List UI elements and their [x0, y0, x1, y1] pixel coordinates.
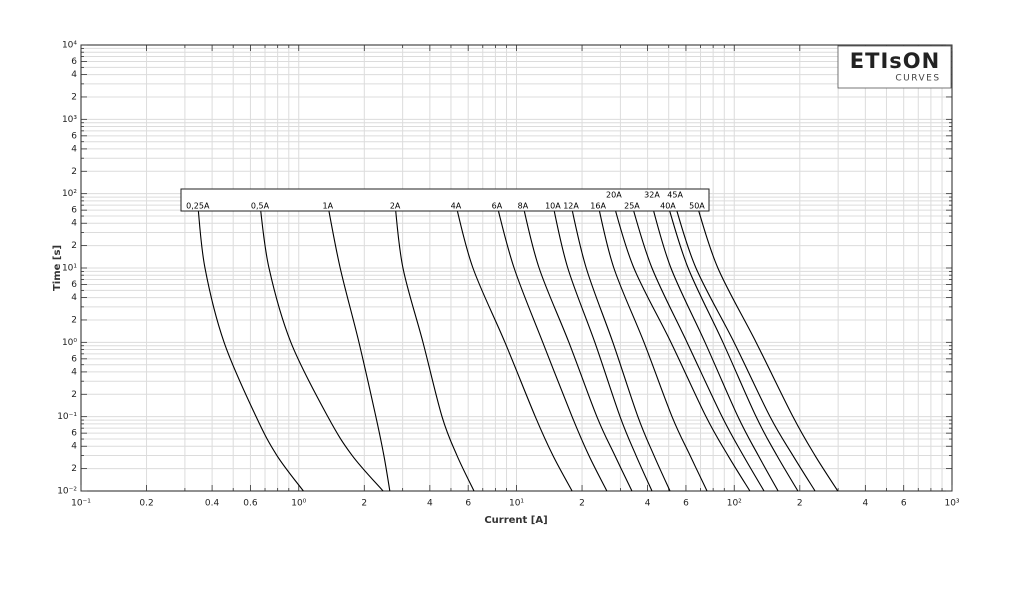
- curve: [597, 205, 708, 492]
- y-tick-label: 6: [71, 429, 77, 439]
- x-tick-label: 6: [683, 499, 689, 509]
- y-tick-label: 2: [71, 390, 77, 400]
- x-tick-label: 10⁰: [291, 499, 306, 509]
- curve: [327, 205, 391, 492]
- curve-label: 12A: [563, 202, 579, 211]
- curve-label: 10A: [545, 202, 561, 211]
- curve: [259, 205, 384, 492]
- y-tick-label: 10⁰: [62, 338, 77, 348]
- curve: [667, 205, 799, 492]
- y-tick-label: 6: [71, 280, 77, 290]
- x-tick-label: 6: [901, 499, 907, 509]
- curve-label: 45A: [667, 191, 683, 200]
- logo-subtitle: CURVES: [895, 74, 940, 84]
- y-axis-title: Time [s]: [52, 245, 63, 291]
- x-tick-label: 10³: [944, 499, 959, 509]
- curve: [613, 205, 751, 492]
- y-tick-label: 2: [71, 92, 77, 102]
- logo: ETIsON: [850, 49, 940, 73]
- x-tick-label: 4: [862, 499, 868, 509]
- y-tick-label: 4: [71, 442, 77, 452]
- y-tick-label: 10³: [62, 115, 77, 125]
- y-tick-label: 10¹: [62, 264, 77, 274]
- y-tick-label: 10⁻¹: [57, 412, 77, 422]
- curve-label: 16A: [590, 202, 606, 211]
- y-tick-label: 6: [71, 354, 77, 364]
- curve: [674, 205, 816, 492]
- curve-label: 20A: [606, 191, 622, 200]
- curve: [651, 205, 779, 492]
- curve: [197, 205, 304, 492]
- curve: [394, 205, 475, 492]
- curve-label: 8A: [518, 202, 529, 211]
- curve: [696, 205, 839, 492]
- x-tick-label: 4: [427, 499, 433, 509]
- label-box: [180, 188, 710, 212]
- curves: [197, 205, 839, 492]
- grid: [80, 44, 953, 492]
- x-tick-label: 0.6: [243, 499, 258, 509]
- x-tick-label: 2: [797, 499, 803, 509]
- x-tick-label: 2: [361, 499, 367, 509]
- x-tick-label: 0.4: [205, 499, 220, 509]
- curve-label: 0,5A: [251, 202, 270, 211]
- x-tick-label: 10¹: [509, 499, 524, 509]
- y-tick-label: 4: [71, 219, 77, 229]
- curve: [552, 205, 653, 492]
- x-tick-label: 4: [645, 499, 651, 509]
- curve-label: 32A: [644, 191, 660, 200]
- y-tick-label: 4: [71, 367, 77, 377]
- x-tick-label: 0.2: [139, 499, 153, 509]
- y-tick-label: 6: [71, 206, 77, 216]
- curve-label: 25A: [624, 202, 640, 211]
- ticks: 10⁻¹ 0.2 0.4 0.6 10⁰ 2 4 6 10¹ 2 4 6 10² 2 4 6 10³ 10⁴ 6 4 2…: [57, 41, 960, 509]
- curve-label: 40A: [660, 202, 676, 211]
- y-tick-label: 4: [71, 70, 77, 80]
- x-tick-label: 2: [579, 499, 585, 509]
- curve-label: 50A: [689, 202, 705, 211]
- x-tick-label: 10²: [727, 499, 742, 509]
- curve: [522, 205, 633, 492]
- y-tick-label: 4: [71, 144, 77, 154]
- curve-label: 0,25A: [186, 202, 210, 211]
- curve-label: 4A: [451, 202, 462, 211]
- y-tick-label: 2: [71, 167, 77, 177]
- y-tick-label: 2: [71, 464, 77, 474]
- curve-label: 6A: [492, 202, 503, 211]
- curve-label: 2A: [390, 202, 401, 211]
- x-tick-label: 10⁻¹: [71, 499, 91, 509]
- y-tick-label: 4: [71, 293, 77, 303]
- y-tick-label: 2: [71, 315, 77, 325]
- curve: [496, 205, 608, 492]
- y-tick-label: 6: [71, 57, 77, 67]
- y-tick-label: 10²: [62, 189, 77, 199]
- curve-label: 1A: [323, 202, 334, 211]
- x-tick-label: 6: [465, 499, 471, 509]
- curve: [631, 205, 765, 492]
- y-tick-label: 6: [71, 131, 77, 141]
- y-tick-label: 10⁴: [62, 41, 77, 51]
- logo-box: [837, 45, 952, 89]
- curve: [570, 205, 671, 492]
- y-tick-label: 10⁻²: [57, 487, 77, 497]
- x-axis-title: Current [A]: [484, 515, 547, 526]
- y-tick-label: 2: [71, 241, 77, 251]
- curve: [455, 205, 573, 492]
